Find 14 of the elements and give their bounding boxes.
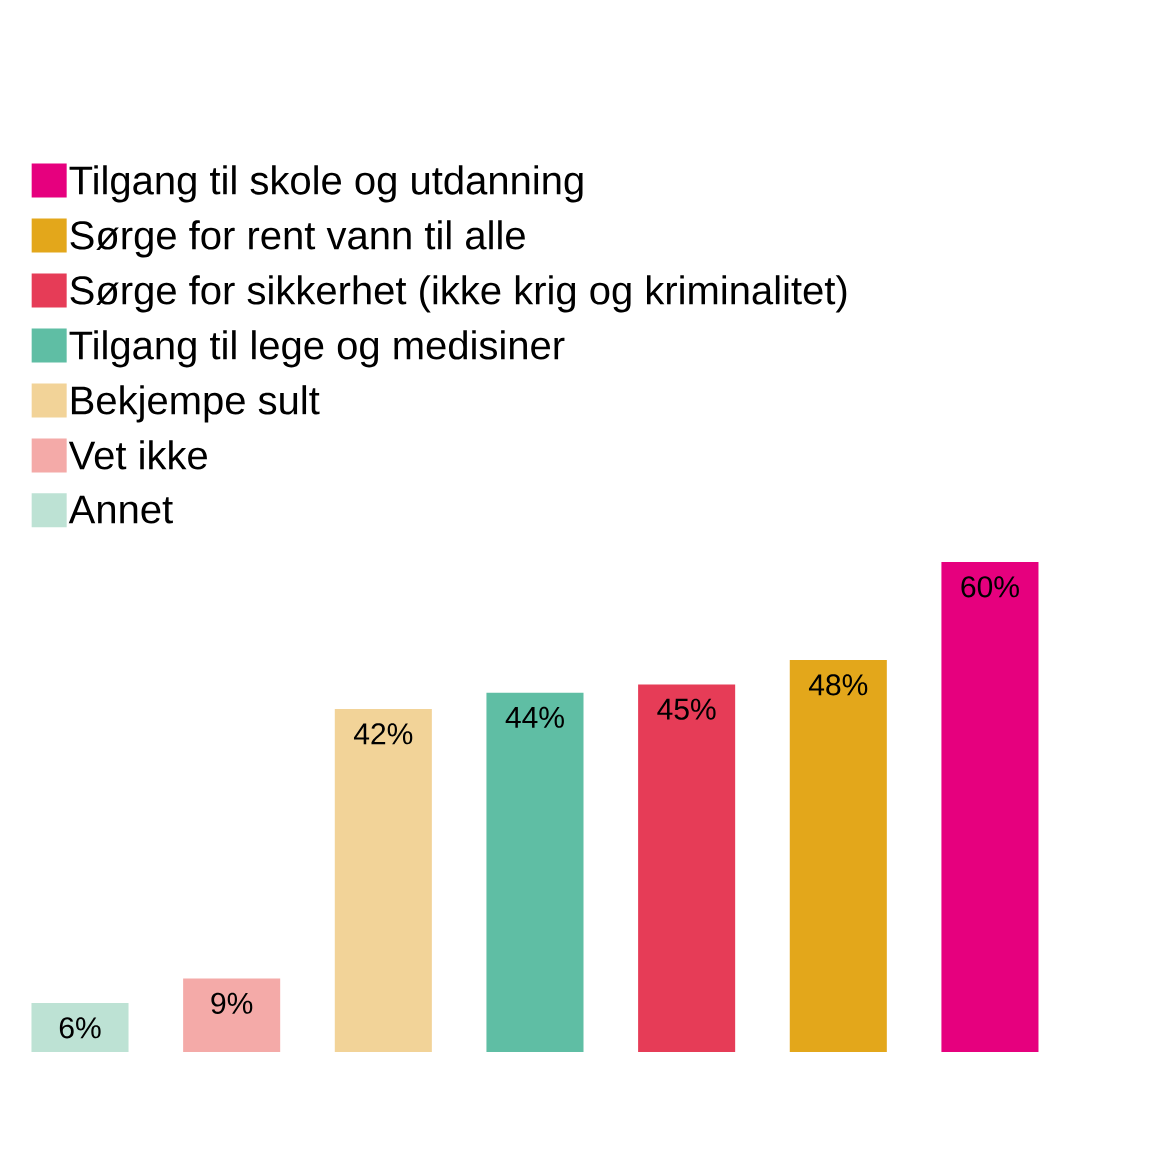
data-label: 42% <box>353 723 413 745</box>
data-label: 48% <box>808 674 868 696</box>
legend-label: Sørge for sikkerhet (ikke krig og kriminalitet) <box>70 275 847 313</box>
legend-label: Annet <box>68 495 173 524</box>
legend-label: Sørge for rent vann til alle <box>70 220 525 258</box>
data-label: 44% <box>505 706 564 728</box>
data-label: 6% <box>59 1017 101 1039</box>
legend-label: Vet ikke <box>68 440 207 470</box>
data-label: 45% <box>657 698 716 720</box>
legend-label: Tilgang til skole og utdanning <box>69 165 583 203</box>
data-label: 9% <box>211 992 253 1014</box>
legend-label: Tilgang til lege og medisiner <box>69 330 565 368</box>
legend-label: Bekjempe sult <box>71 385 320 423</box>
data-label: 60% <box>961 576 1019 598</box>
